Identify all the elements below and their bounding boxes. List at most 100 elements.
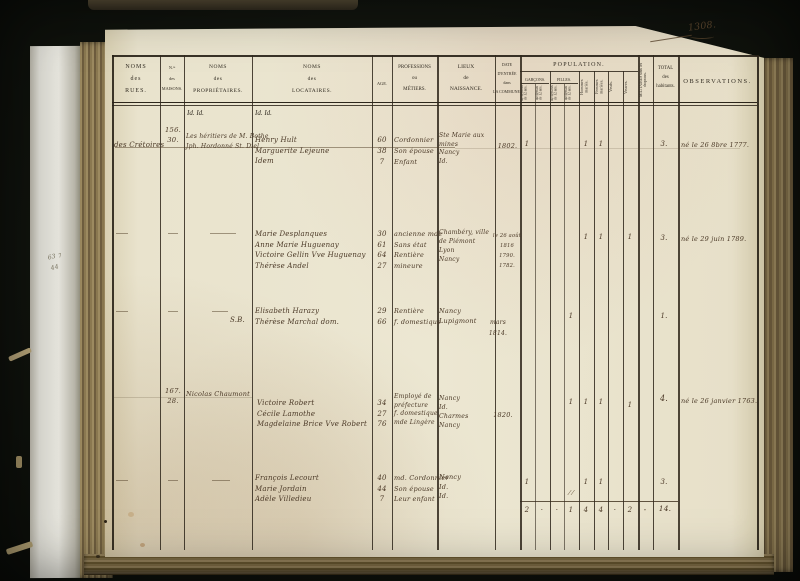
proprietor-initials: S.B.: [230, 316, 245, 324]
idem-proprietaires: Id. Id.: [187, 109, 204, 117]
entry-rule: [168, 233, 178, 234]
population-mark: 1: [627, 401, 633, 409]
header-femmes-mariees: Femmes mariées.: [594, 79, 604, 95]
subcolumn-line: [535, 84, 536, 550]
total-cell: ·: [613, 506, 617, 514]
group-total: 3.: [660, 140, 668, 148]
birthplace-values: Nancy Id. Charmes Nancy: [439, 395, 469, 429]
folio-flourish: [690, 34, 714, 39]
proprietor-names: Les héritiers de M. Bothe Jph. Hordonné …: [186, 133, 269, 150]
column-line: [437, 55, 439, 550]
column-line: [372, 55, 373, 550]
group-total: 3.: [660, 478, 668, 486]
entry-rule: [115, 147, 455, 148]
table-border-top: [112, 55, 758, 57]
idem-locataires: Id. Id.: [255, 109, 272, 117]
page-stack-right: [760, 58, 793, 572]
group-total: 4.: [659, 394, 669, 403]
facing-page-edge: [30, 45, 82, 579]
header-militaires: MILITAIRES sous les drapeaux.: [639, 62, 647, 97]
total-cell: ·: [540, 506, 544, 514]
group-total: 1.: [660, 312, 668, 320]
tenant-names: François Lecourt Marie Jordain Adèle Vil…: [255, 474, 319, 503]
profession-values: md. Cordonnier Son épouse Leur enfant: [394, 474, 449, 503]
column-line: [678, 55, 680, 550]
total-cell: 2: [627, 506, 633, 514]
header-rues: NOMS des RUES.: [125, 64, 147, 94]
subcolumn-line: [594, 71, 595, 550]
tenant-names: Marie Desplanques Anne Marie Huguenay Vi…: [255, 230, 366, 270]
header-professions: PROFESSIONS ou MÉTIERS.: [398, 65, 431, 92]
population-mark: 1: [524, 478, 530, 486]
entry-rule: [212, 311, 228, 312]
age-values: 40 44 7: [377, 474, 387, 503]
tenant-names: Victoire Robert Cécile Lamothe Magdelain…: [257, 399, 368, 428]
observation-note: né le 26 8bre 1777.: [681, 141, 750, 149]
subcolumn-line: [564, 84, 565, 550]
entry-date: mars 1814.: [488, 319, 508, 337]
column-line: [520, 55, 522, 550]
house-numbers: 167. 28.: [165, 387, 181, 405]
column-line: [495, 55, 496, 550]
observation-note: né le 26 janvier 1763.: [681, 397, 758, 405]
group-total: 3.: [660, 234, 668, 242]
age-values: 34 27 76: [377, 399, 387, 428]
population-mark: 1: [598, 398, 604, 406]
header-rule: [112, 105, 757, 106]
subcolumn-line: [608, 71, 609, 550]
header-garcons-under-12: au-dessous de 12 ans.: [520, 85, 528, 101]
profession-values: ancienne mde Sans état Rentière mineure: [394, 230, 443, 270]
header-veufs: Veufs.: [608, 81, 613, 93]
filles-rule: [551, 83, 578, 84]
birthplace-values: Nancy Id. Id.: [439, 473, 462, 500]
totals-rule: [520, 501, 678, 502]
register-page: [105, 26, 764, 557]
population-mark: 1: [583, 140, 589, 148]
population-mark: 1: [524, 140, 530, 148]
entry-date: 1820.: [493, 411, 513, 419]
total-cell: 4: [598, 506, 604, 514]
column-line: [653, 55, 654, 550]
population-mark: 1: [583, 478, 589, 486]
foxing-spot: [140, 543, 145, 547]
population-mark: 1: [598, 140, 604, 148]
folio-number: 1308.: [687, 19, 717, 34]
header-locataires: NOMS des LOCATAIRES.: [291, 64, 333, 94]
column-line: [184, 55, 185, 550]
entry-rule: [116, 311, 128, 312]
entry-rule: [116, 480, 128, 481]
entry-rule: [168, 480, 178, 481]
birthplace-values: Chambéry, ville de Piémont Lyon Nancy: [439, 229, 490, 263]
age-values: 30 61 64 27: [377, 230, 387, 270]
entry-rule: [455, 148, 740, 149]
age-values: 29 66: [377, 307, 387, 326]
garcons-rule: [521, 83, 549, 84]
age-values: 60 38 7: [377, 136, 387, 166]
grand-total: 14.: [658, 504, 672, 513]
total-cell: 4: [583, 506, 589, 514]
book-top-edge: [88, 0, 358, 10]
page-stack-bottom: [84, 554, 774, 575]
subcolumn-line: [623, 71, 624, 550]
header-filles: FILLES.: [556, 77, 572, 82]
tally-check-marks: ⁄ ⁄: [569, 490, 574, 497]
population-mark: 1: [598, 478, 604, 486]
header-maisons: N.ᵒˢ des MAISONS.: [161, 65, 183, 91]
entry-rule: [210, 233, 236, 234]
header-population: POPULATION.: [553, 62, 605, 68]
total-cell: 1: [568, 506, 574, 514]
entry-rule: [116, 233, 128, 234]
header-total: TOTAL des habitants.: [656, 66, 675, 89]
header-filles-over-12: au-dessus de 12 ans.: [564, 85, 572, 101]
birthplace-values: Nancy Lupigmont: [439, 307, 477, 325]
profession-values: Cordonnier Son épouse Enfant: [394, 136, 434, 166]
binding-thread: [8, 347, 32, 362]
profession-values: Rentière f. domestique: [394, 307, 442, 326]
profession-values: Employé de préfecture f. domestique mde …: [394, 393, 438, 426]
proprietor-names: Nicolas Chaumont: [186, 390, 250, 398]
subcolumn-line: [579, 71, 580, 550]
header-hommes-maries: Hommes mariés.: [579, 79, 589, 95]
population-mark: 1: [568, 398, 574, 406]
table-border-left: [112, 55, 114, 550]
